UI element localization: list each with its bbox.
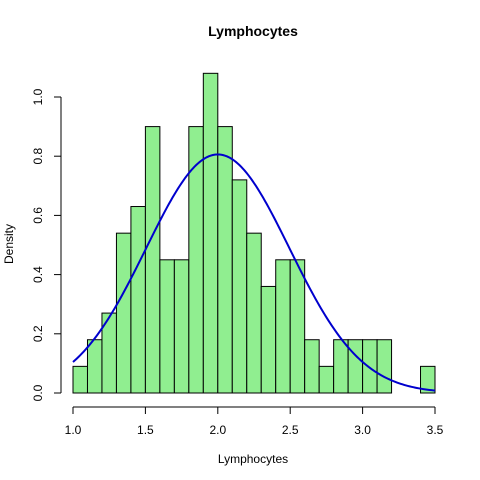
- histogram-bar-3: [115, 232, 132, 394]
- x-tick-label-5: 3.5: [427, 423, 444, 437]
- y-tick-label-2: 0.4: [31, 266, 45, 283]
- bars-group: [72, 72, 436, 394]
- x-tick-label-0: 1.0: [65, 423, 82, 437]
- x-axis: 1.0 1.5 2.0 2.5 3.0 3.5: [65, 406, 444, 437]
- y-tick-label-5: 1.0: [31, 88, 45, 105]
- histogram-bar-9: [202, 72, 219, 394]
- histogram-bar-4: [130, 206, 146, 394]
- histogram-bar-5: [144, 126, 161, 394]
- x-axis-label: Lymphocytes: [218, 452, 288, 466]
- histogram-bar-0: [72, 365, 88, 394]
- y-tick-label-0: 0.0: [31, 384, 45, 401]
- histogram-bar-14: [275, 259, 291, 394]
- y-tick-label-4: 0.8: [31, 148, 45, 165]
- histogram-bar-20: [362, 339, 378, 394]
- histogram-bar-15: [289, 259, 306, 394]
- y-axis: 0.0 0.2 0.4 0.6 0.8 1.0: [31, 88, 62, 401]
- chart-title: Lymphocytes: [208, 23, 298, 39]
- histogram-bar-19: [347, 339, 364, 394]
- histogram-bar-11: [231, 179, 248, 394]
- x-tick-label-2: 2.0: [209, 423, 226, 437]
- histogram-bar-24: [420, 365, 436, 394]
- y-axis-label: Density: [2, 224, 16, 264]
- y-tick-label-1: 0.2: [31, 325, 45, 342]
- histogram-bar-10: [217, 126, 233, 394]
- histogram-bar-13: [260, 285, 277, 394]
- density-curve: [72, 153, 436, 392]
- histogram-bar-12: [246, 232, 262, 394]
- histogram-bar-1: [86, 339, 103, 394]
- histogram-bar-18: [333, 339, 349, 394]
- histogram-bar-16: [304, 339, 320, 394]
- x-tick-label-1: 1.5: [137, 423, 154, 437]
- histogram-bar-17: [318, 365, 335, 394]
- histogram-bar-7: [173, 259, 190, 394]
- y-tick-label-3: 0.6: [31, 207, 45, 224]
- x-tick-label-3: 2.5: [282, 423, 299, 437]
- histogram-bar-6: [159, 259, 175, 394]
- histogram-bar-21: [376, 339, 393, 394]
- x-tick-label-4: 3.0: [354, 423, 371, 437]
